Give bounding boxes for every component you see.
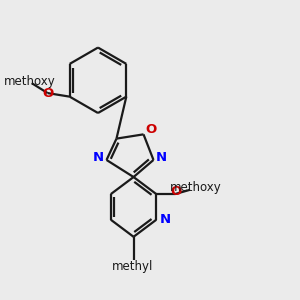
Text: O: O <box>145 123 156 136</box>
Text: N: N <box>156 151 167 164</box>
Text: N: N <box>93 151 104 164</box>
Text: methoxy: methoxy <box>170 181 222 194</box>
Text: O: O <box>42 87 53 100</box>
Text: O: O <box>171 185 182 198</box>
Text: N: N <box>159 213 170 226</box>
Text: methoxy: methoxy <box>4 75 55 88</box>
Text: methyl: methyl <box>111 260 153 273</box>
